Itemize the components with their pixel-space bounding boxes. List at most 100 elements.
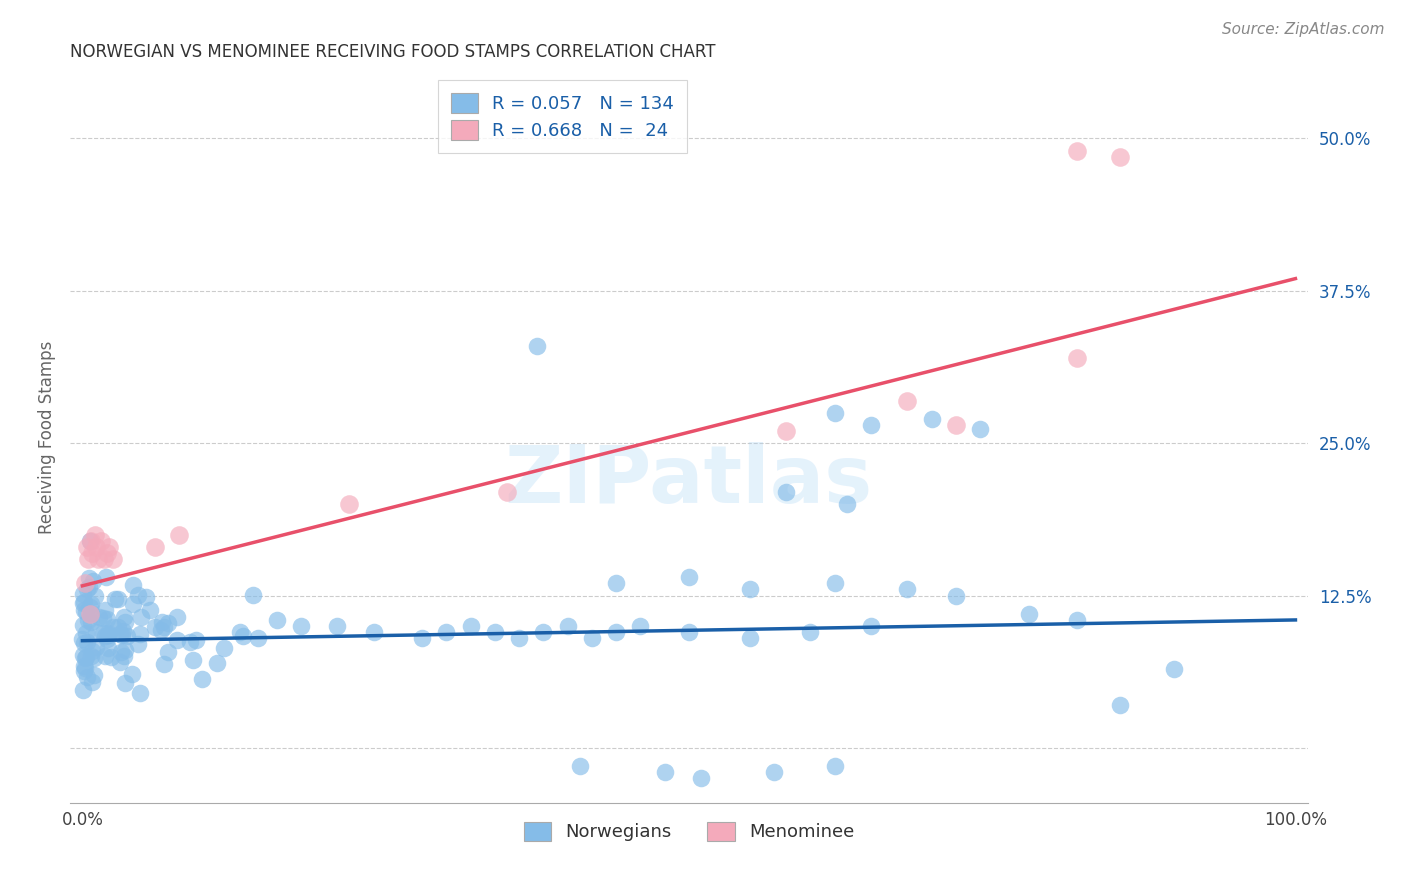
Point xyxy=(87,552,110,566)
Point xyxy=(242,588,264,602)
Point xyxy=(104,592,127,607)
Point xyxy=(84,640,107,654)
Point xyxy=(969,421,991,435)
Point xyxy=(143,540,166,554)
Point xyxy=(73,636,96,650)
Point xyxy=(266,613,288,627)
Point xyxy=(460,619,482,633)
Point xyxy=(1108,150,1130,164)
Point xyxy=(94,570,117,584)
Point xyxy=(121,666,143,681)
Point xyxy=(150,615,173,630)
Point xyxy=(72,664,94,678)
Point xyxy=(149,623,172,637)
Point xyxy=(93,552,115,566)
Point xyxy=(127,589,149,603)
Point xyxy=(72,596,94,610)
Point xyxy=(1066,613,1088,627)
Point xyxy=(76,634,98,648)
Point xyxy=(337,497,360,511)
Point xyxy=(112,649,135,664)
Point xyxy=(1066,144,1088,158)
Point xyxy=(152,619,174,633)
Point xyxy=(156,645,179,659)
Point xyxy=(191,672,214,686)
Point xyxy=(77,613,100,627)
Point xyxy=(83,651,105,665)
Point xyxy=(91,625,114,640)
Point xyxy=(96,612,118,626)
Point xyxy=(921,412,943,426)
Point xyxy=(84,540,107,554)
Point xyxy=(77,552,100,566)
Point xyxy=(110,655,132,669)
Point xyxy=(129,609,152,624)
Point xyxy=(896,393,918,408)
Point xyxy=(1163,662,1185,676)
Point xyxy=(100,649,122,664)
Point xyxy=(135,590,157,604)
Point xyxy=(94,603,117,617)
Point xyxy=(87,609,110,624)
Point xyxy=(73,603,96,617)
Point xyxy=(214,640,236,655)
Point xyxy=(738,582,761,597)
Point xyxy=(945,589,967,603)
Point xyxy=(107,620,129,634)
Point xyxy=(73,659,96,673)
Point xyxy=(775,485,797,500)
Point xyxy=(186,633,208,648)
Point xyxy=(153,657,176,672)
Point xyxy=(557,619,579,633)
Point xyxy=(72,683,94,698)
Point xyxy=(73,660,96,674)
Point xyxy=(526,339,548,353)
Point xyxy=(96,546,118,560)
Point xyxy=(114,643,136,657)
Point xyxy=(77,580,100,594)
Point xyxy=(82,574,104,588)
Point xyxy=(83,527,105,541)
Point xyxy=(110,645,132,659)
Point xyxy=(824,759,846,773)
Point xyxy=(90,533,112,548)
Point xyxy=(114,676,136,690)
Point xyxy=(1018,607,1040,621)
Point xyxy=(82,546,104,560)
Point xyxy=(775,424,797,438)
Point xyxy=(799,625,821,640)
Point xyxy=(97,627,120,641)
Point xyxy=(76,582,98,596)
Point xyxy=(84,589,107,603)
Point xyxy=(181,653,204,667)
Text: Source: ZipAtlas.com: Source: ZipAtlas.com xyxy=(1222,22,1385,37)
Point xyxy=(859,417,882,432)
Point xyxy=(290,619,312,633)
Point xyxy=(411,632,433,646)
Point xyxy=(72,587,94,601)
Point xyxy=(531,625,554,640)
Point xyxy=(129,686,152,700)
Point xyxy=(97,641,120,656)
Point xyxy=(82,644,104,658)
Point xyxy=(945,417,967,432)
Point xyxy=(835,497,858,511)
Point xyxy=(97,626,120,640)
Point xyxy=(77,571,100,585)
Point xyxy=(824,406,846,420)
Point xyxy=(508,632,530,646)
Point xyxy=(101,552,124,566)
Point xyxy=(179,635,201,649)
Point xyxy=(98,540,121,554)
Text: ZIPatlas: ZIPatlas xyxy=(505,442,873,520)
Point xyxy=(73,651,96,665)
Point xyxy=(363,625,385,640)
Point xyxy=(114,615,136,629)
Point xyxy=(605,625,627,640)
Point xyxy=(127,636,149,650)
Point xyxy=(107,592,129,607)
Point xyxy=(94,649,117,664)
Point xyxy=(605,576,627,591)
Point xyxy=(97,628,120,642)
Point xyxy=(82,674,104,689)
